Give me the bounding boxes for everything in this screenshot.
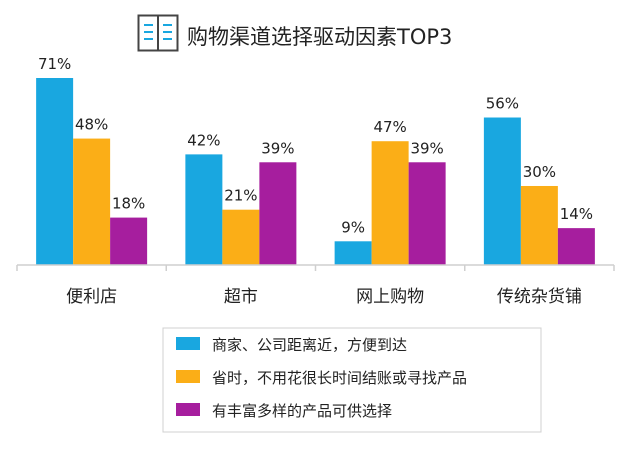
data-label-3-1: 30% [523, 163, 556, 181]
bar-3-0 [483, 117, 521, 265]
data-label-2-2: 39% [410, 139, 443, 157]
bar-3-2 [557, 228, 595, 265]
bar-2-1 [371, 141, 409, 265]
list-icon [137, 14, 179, 52]
legend-swatch-variety [176, 403, 200, 416]
bar-2-0 [334, 241, 372, 265]
bar-0-0 [36, 78, 74, 265]
data-label-3-0: 56% [486, 95, 519, 113]
legend-border [162, 327, 542, 433]
legend-swatch-time [176, 370, 200, 383]
bar-2-2 [408, 162, 446, 265]
data-label-1-1: 21% [224, 187, 257, 205]
data-label-2-1: 47% [373, 118, 406, 136]
data-label-0-1: 48% [75, 116, 108, 134]
category-label-2: 网上购物 [356, 287, 424, 307]
data-label-2-0: 9% [341, 218, 365, 236]
bar-0-1 [73, 138, 111, 265]
category-label-1: 超市 [224, 287, 258, 307]
category-label-0: 便利店 [66, 287, 117, 307]
chart-title-text: 购物渠道选择驱动因素TOP3 [187, 25, 453, 49]
legend-label-variety: 有丰富多样的产品可供选择 [212, 402, 393, 420]
data-label-0-2: 18% [112, 195, 145, 213]
data-label-1-2: 39% [261, 139, 294, 157]
data-label-1-0: 42% [187, 131, 220, 149]
data-label-0-0: 71% [38, 55, 71, 73]
bar-1-2 [259, 162, 297, 265]
bar-1-1 [222, 209, 260, 265]
bar-0-2 [110, 217, 148, 265]
data-label-3-2: 14% [560, 205, 593, 223]
legend-label-distance: 商家、公司距离近，方便到达 [212, 336, 408, 354]
legend-label-time: 省时，不用花很长时间结账或寻找产品 [212, 369, 468, 387]
legend-swatch-distance [176, 337, 200, 350]
chart-title: 购物渠道选择驱动因素TOP3 [137, 14, 517, 54]
category-label-3: 传统杂货铺 [497, 287, 582, 307]
bar-3-1 [520, 185, 558, 265]
bar-1-0 [185, 154, 223, 265]
